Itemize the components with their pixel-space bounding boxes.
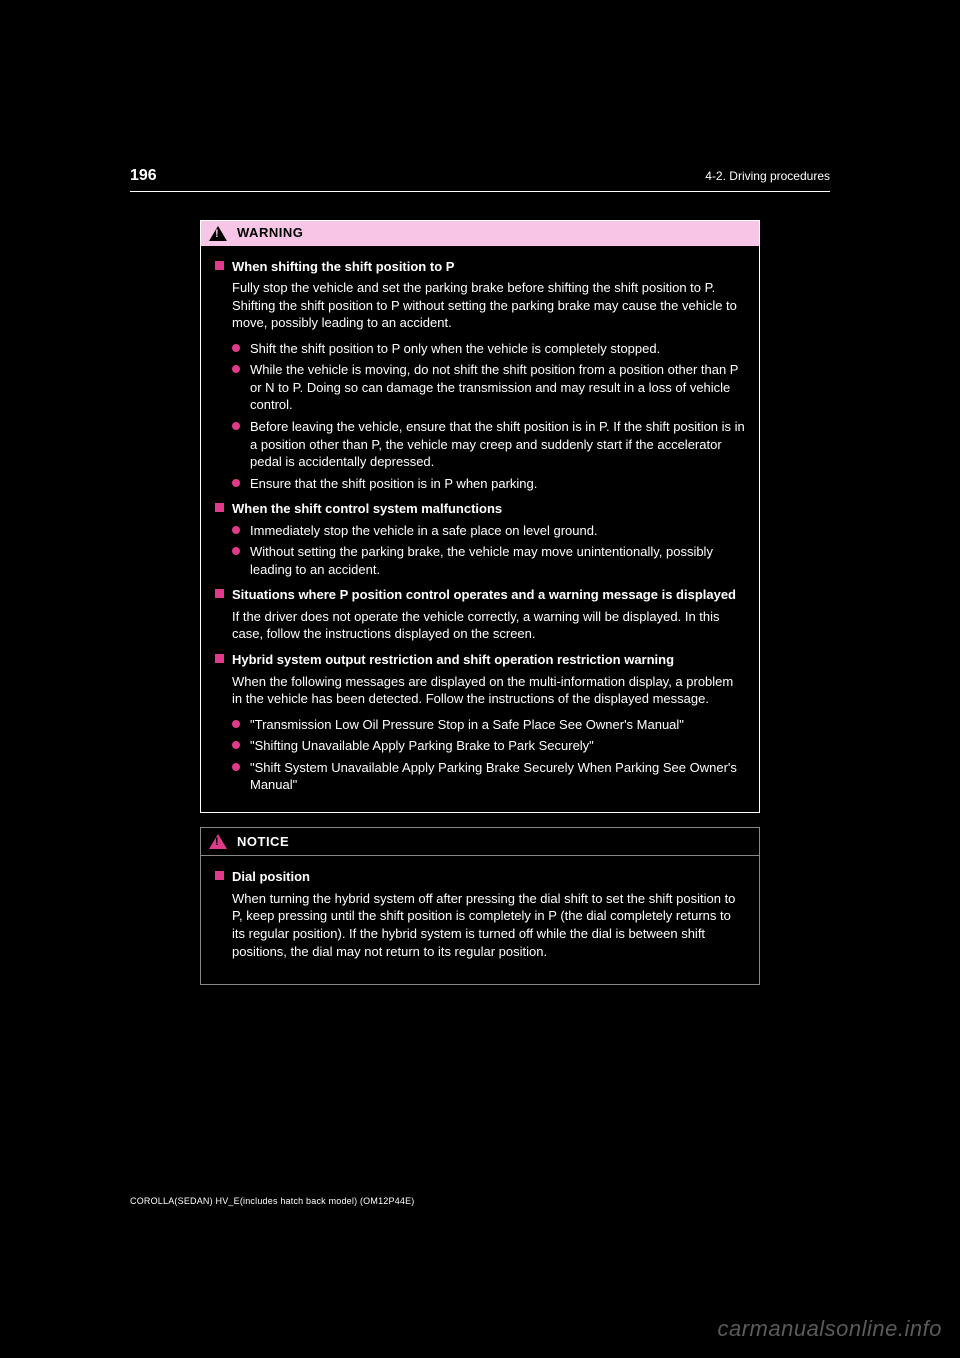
warning-body: When shifting the shift position to P Fu… xyxy=(200,246,760,813)
heading-text: Dial position xyxy=(232,868,310,886)
warning-bullet: "Transmission Low Oil Pressure Stop in a… xyxy=(232,716,745,734)
heading-text: When shifting the shift position to P xyxy=(232,258,454,276)
warning-bullet: Without setting the parking brake, the v… xyxy=(232,543,745,578)
notice-triangle-icon xyxy=(209,834,227,849)
notice-callout: NOTICE Dial position When turning the hy… xyxy=(200,827,760,985)
warning-bullet: "Shifting Unavailable Apply Parking Brak… xyxy=(232,737,745,755)
page-number: 196 xyxy=(130,165,157,187)
warning-paragraph: When the following messages are displaye… xyxy=(232,673,745,708)
footer-text: COROLLA(SEDAN) HV_E(includes hatch back … xyxy=(130,1195,830,1207)
warning-triangle-icon xyxy=(209,226,227,241)
dot-icon xyxy=(232,479,240,487)
warning-callout: WARNING When shifting the shift position… xyxy=(200,220,760,813)
warning-heading: Hybrid system output restriction and shi… xyxy=(215,651,745,669)
heading-text: Hybrid system output restriction and shi… xyxy=(232,651,674,669)
warning-paragraph: If the driver does not operate the vehic… xyxy=(232,608,745,643)
warning-heading: Situations where P position control oper… xyxy=(215,586,745,604)
square-bullet-icon xyxy=(215,589,224,598)
notice-body: Dial position When turning the hybrid sy… xyxy=(201,856,759,984)
heading-text: Situations where P position control oper… xyxy=(232,586,736,604)
dot-icon xyxy=(232,365,240,373)
dot-icon xyxy=(232,763,240,771)
notice-label: NOTICE xyxy=(237,833,289,851)
warning-bullet: Immediately stop the vehicle in a safe p… xyxy=(232,522,745,540)
warning-heading: When the shift control system malfunctio… xyxy=(215,500,745,518)
page-content: 196 4-2. Driving procedures WARNING When… xyxy=(130,165,830,999)
square-bullet-icon xyxy=(215,654,224,663)
warning-heading: When shifting the shift position to P xyxy=(215,258,745,276)
warning-label: WARNING xyxy=(237,224,303,242)
warning-bullet: Shift the shift position to P only when … xyxy=(232,340,745,358)
notice-heading: Dial position xyxy=(215,868,745,886)
dot-icon xyxy=(232,422,240,430)
dot-icon xyxy=(232,344,240,352)
warning-header: WARNING xyxy=(200,220,760,246)
dot-icon xyxy=(232,547,240,555)
dot-icon xyxy=(232,720,240,728)
square-bullet-icon xyxy=(215,261,224,270)
dot-icon xyxy=(232,741,240,749)
watermark: carmanualsonline.info xyxy=(717,1314,942,1344)
warning-bullet: While the vehicle is moving, do not shif… xyxy=(232,361,745,414)
notice-paragraph: When turning the hybrid system off after… xyxy=(232,890,745,960)
square-bullet-icon xyxy=(215,871,224,880)
heading-text: When the shift control system malfunctio… xyxy=(232,500,502,518)
notice-header: NOTICE xyxy=(201,828,759,857)
warning-bullet: "Shift System Unavailable Apply Parking … xyxy=(232,759,745,794)
warning-bullet: Before leaving the vehicle, ensure that … xyxy=(232,418,745,471)
dot-icon xyxy=(232,526,240,534)
warning-paragraph: Fully stop the vehicle and set the parki… xyxy=(232,279,745,332)
square-bullet-icon xyxy=(215,503,224,512)
section-path: 4-2. Driving procedures xyxy=(705,168,830,184)
warning-bullet: Ensure that the shift position is in P w… xyxy=(232,475,745,493)
page-header: 196 4-2. Driving procedures xyxy=(130,165,830,192)
